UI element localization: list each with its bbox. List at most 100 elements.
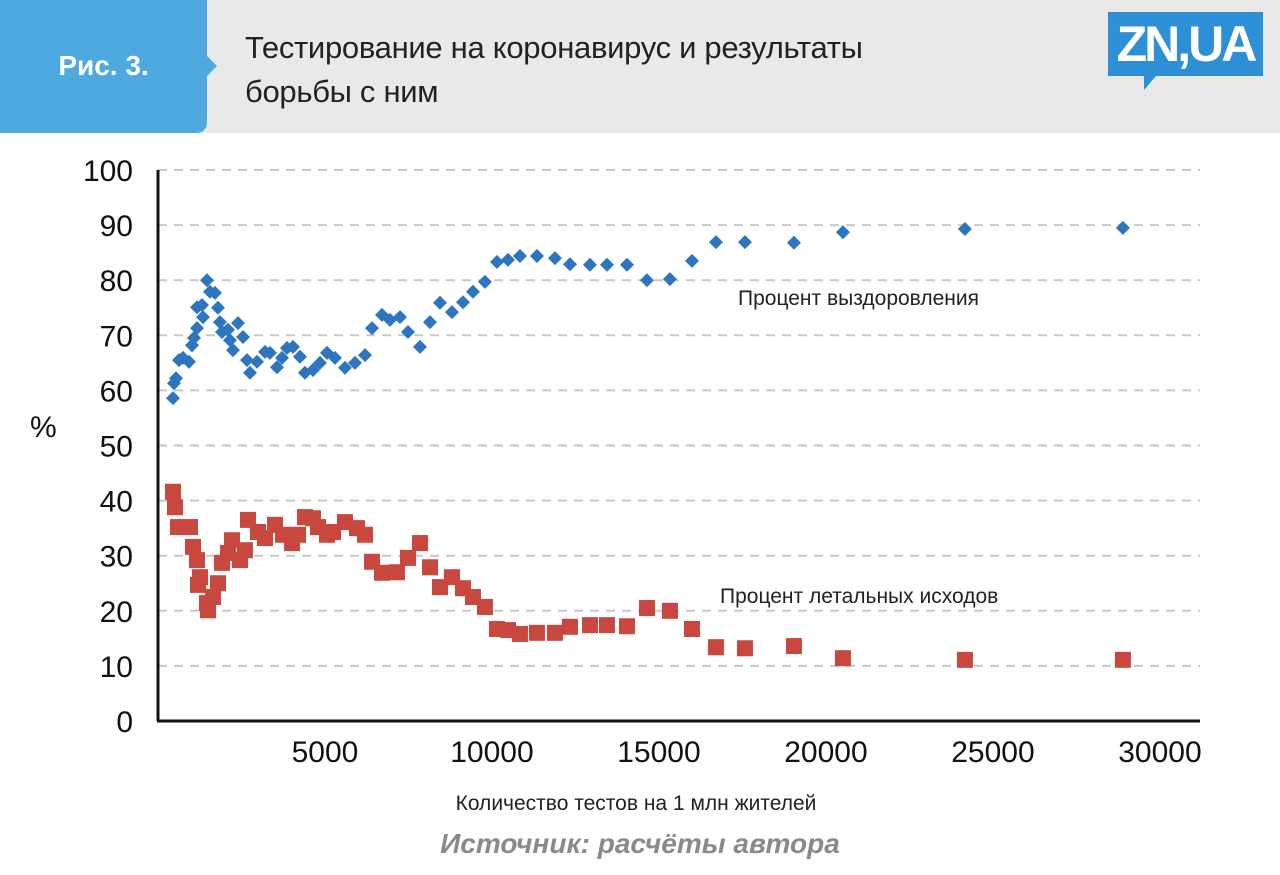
recovery-point [422,315,437,330]
fatal-point [511,625,528,642]
x-tick-label: 5000 [292,736,359,769]
recovery-point [275,350,290,365]
recovery-point [432,295,447,310]
fatal-point [224,532,241,549]
recovery-point [708,235,723,250]
fatal-point [736,640,753,657]
recovery-point [599,257,614,272]
recovery-point [500,252,515,267]
x-axis-label: Количество тестов на 1 млн жителей [456,792,817,815]
fatal-point [237,542,254,559]
title-line-1: Тестирование на коронавирус и результаты [245,30,863,65]
fatal-point [189,552,206,569]
recovery-point [212,315,227,330]
recovery-point [194,297,209,312]
y-tick-label: 90 [100,210,133,243]
fatal-point [399,549,416,566]
recovery-point [455,295,470,310]
recovery-point [210,300,225,315]
y-tick-label: 80 [100,265,133,298]
recovery-point [444,305,459,320]
recovery-point [169,371,184,386]
recovery-point [242,365,257,380]
recovery-point [195,310,210,325]
fatal-point [166,499,183,516]
y-tick-label: 50 [100,431,133,464]
x-tick-labels: 5000 10000 15000 20000 25000 30000 [292,736,1202,769]
recovery-point [786,235,801,250]
recovery-point [199,273,214,288]
recovery-point [639,273,654,288]
recovery-point [269,360,284,375]
fatal-point [185,538,202,555]
recovery-point [235,329,250,344]
fatal-point [164,483,181,500]
recovery-point [240,353,255,368]
chart-title: Тестирование на коронавирус и результаты… [245,26,863,114]
y-tick-label: 0 [116,706,133,739]
fatal-point [476,598,493,615]
legend-fatal: Процент летальных исходов [720,585,998,608]
recovery-point [327,350,342,365]
y-tick-label: 100 [83,155,133,188]
fatal-point [373,564,390,581]
fatal-point [388,564,405,581]
legend-recovery: Процент выздоровления [738,287,979,310]
fatal-point [661,602,678,619]
header-band: Рис. 3. Тестирование на коронавирус и ре… [0,0,1280,133]
fatal-point [421,559,438,576]
recovery-point [312,355,327,370]
grid-lines [158,169,1200,667]
fatal-point [290,526,307,543]
fatal-point [618,618,635,635]
y-tick-label: 20 [100,596,133,629]
recovery-point [305,363,320,378]
recovery-point [262,345,277,360]
recovery-point [165,391,180,406]
recovery-point [400,324,415,339]
x-tick-label: 20000 [784,736,867,769]
recovery-point [364,321,379,336]
fatal-point [411,535,428,552]
fatal-point [240,511,257,528]
fatal-point [191,569,208,586]
x-tick-label: 15000 [617,736,700,769]
recovery-point [392,310,407,325]
fatal-point [199,602,216,619]
recovery-point [957,221,972,236]
recovery-point [547,251,562,266]
fatal-point [209,575,226,592]
recovery-point [226,343,241,358]
recovery-point [230,316,245,331]
fatal-point [956,651,973,668]
recovery-point [512,248,527,263]
y-tick-label: 60 [100,375,133,408]
zn-ua-logo: ZN,UA [1108,12,1263,90]
x-tick-label: 30000 [1118,736,1201,769]
recovery-point [249,354,264,369]
recovery-point [181,354,196,369]
recovery-point [285,339,300,354]
x-tick-label: 25000 [951,736,1034,769]
recovery-point [208,285,223,300]
source-note: Источник: расчёты автора [440,828,840,859]
figure-tab: Рис. 3. [0,0,217,133]
title-line-2: борьбы с ним [245,74,439,109]
recovery-point [382,312,397,327]
recovery-point [412,339,427,354]
y-axis-label: % [30,411,57,444]
y-tick-label: 70 [100,320,133,353]
recovery-point [489,255,504,270]
x-tick-label: 10000 [450,736,533,769]
recovery-point [465,284,480,299]
fatal-point [1114,651,1131,668]
recovery-point [562,257,577,272]
recovery-point [684,253,699,268]
y-tick-label: 10 [100,651,133,684]
recovery-point [221,322,236,337]
recovery-point [347,355,362,370]
recovery-point [662,272,677,287]
recovery-point [292,349,307,364]
recovery-point [477,274,492,289]
